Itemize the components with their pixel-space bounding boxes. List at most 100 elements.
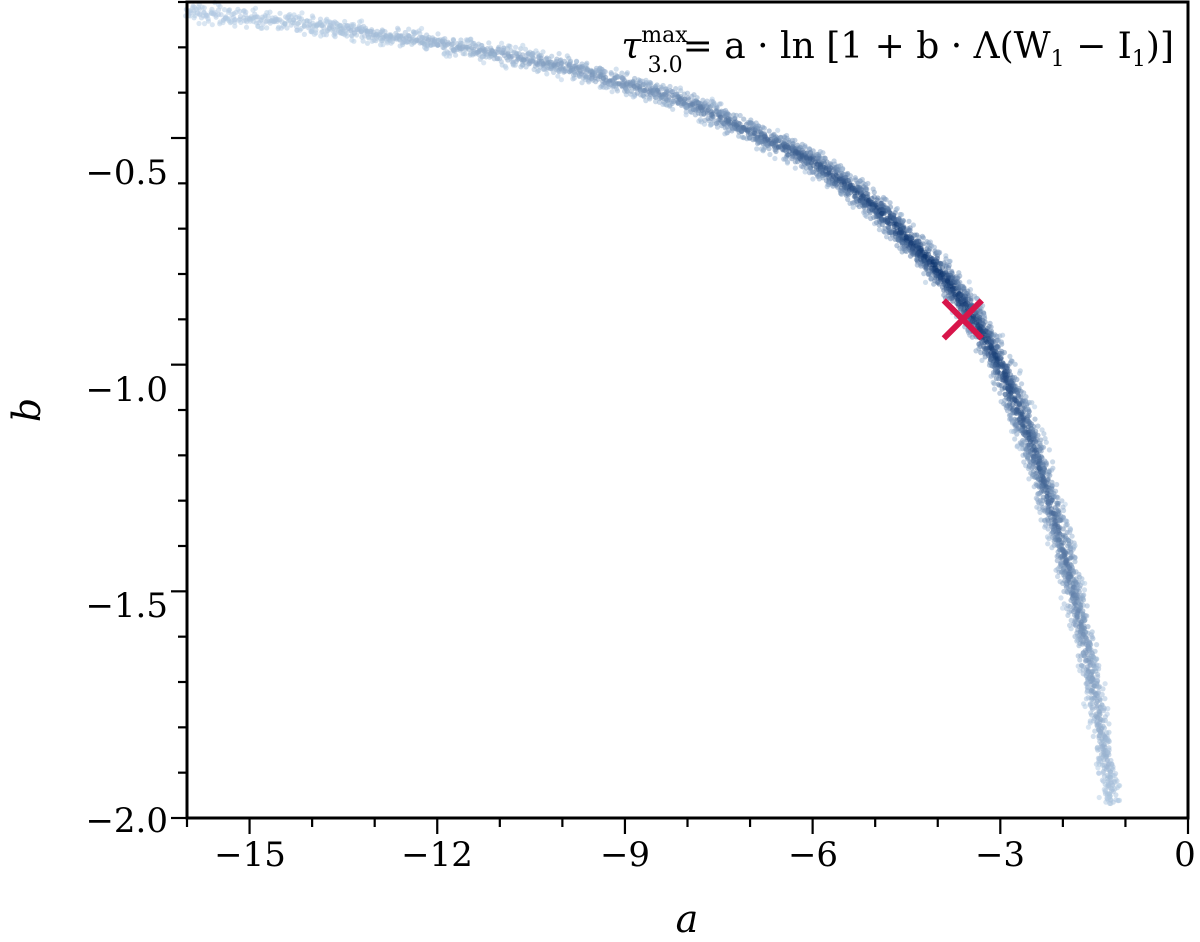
- cloud-point: [1072, 554, 1078, 560]
- cloud-point: [820, 175, 826, 181]
- cloud-point: [277, 10, 283, 16]
- cloud-point: [232, 17, 238, 23]
- cloud-point: [1007, 353, 1013, 359]
- cloud-point: [284, 25, 290, 31]
- cloud-point: [766, 128, 772, 134]
- cloud-point: [1084, 689, 1090, 695]
- cloud-point: [864, 186, 870, 192]
- plot-frame: [185, 0, 1190, 820]
- cloud-point: [1037, 509, 1043, 515]
- cloud-point: [686, 97, 692, 103]
- cloud-point: [1079, 576, 1085, 582]
- cloud-point: [871, 189, 877, 195]
- cloud-point: [824, 184, 830, 190]
- cloud-point: [342, 18, 348, 25]
- cloud-point: [966, 279, 972, 285]
- cloud-point: [1083, 696, 1089, 702]
- best-fit-marker: [941, 298, 984, 341]
- cloud-point: [574, 59, 580, 65]
- cloud-point: [1054, 481, 1060, 488]
- cloud-point: [936, 281, 942, 287]
- cloud-point: [580, 65, 586, 71]
- cloud-point: [1032, 416, 1038, 422]
- cloud-point: [907, 253, 914, 259]
- cloud-point: [479, 42, 485, 49]
- cloud-point: [1099, 777, 1105, 783]
- cloud-point: [201, 21, 208, 27]
- cloud-point: [1040, 470, 1046, 476]
- cloud-point: [991, 386, 998, 392]
- cloud-point: [330, 26, 336, 32]
- cloud-point: [205, 16, 211, 22]
- cloud-point: [1087, 720, 1093, 726]
- cloud-point: [1013, 410, 1020, 416]
- cloud-point: [1105, 739, 1111, 745]
- cloud-point: [380, 42, 386, 48]
- cloud-point: [232, 23, 238, 29]
- cloud-point: [530, 52, 536, 58]
- cloud-point: [1077, 657, 1083, 663]
- cloud-point: [1069, 533, 1075, 539]
- cloud-point: [979, 357, 985, 363]
- cloud-point: [450, 41, 456, 47]
- cloud-point: [406, 26, 412, 32]
- cloud-point: [1060, 605, 1066, 611]
- cloud-point: [1054, 494, 1060, 500]
- cloud-point: [921, 271, 927, 277]
- cloud-point: [1031, 484, 1037, 490]
- cloud-point: [724, 130, 731, 136]
- cloud-point: [718, 101, 724, 107]
- cloud-point: [321, 25, 327, 31]
- cloud-point: [360, 38, 366, 44]
- cloud-point: [520, 42, 526, 48]
- cloud-point: [1106, 721, 1112, 727]
- cloud-point: [556, 51, 562, 57]
- cloud-point: [1017, 446, 1023, 452]
- formula-w-sub: 1: [1051, 47, 1065, 72]
- cloud-point: [364, 40, 371, 46]
- cloud-point: [1032, 404, 1038, 410]
- cloud-point: [1055, 573, 1061, 580]
- cloud-point: [243, 24, 250, 30]
- cloud-point: [1023, 394, 1029, 400]
- cloud-point: [997, 390, 1003, 396]
- cloud-point: [950, 298, 956, 304]
- cloud-point: [509, 53, 516, 59]
- cloud-point: [1018, 441, 1025, 447]
- x-tick-label: −6: [788, 835, 838, 875]
- cloud-point: [755, 125, 761, 131]
- cloud-point: [190, 3, 196, 9]
- cloud-point: [1012, 361, 1018, 367]
- cloud-point: [191, 15, 197, 21]
- cloud-point: [533, 48, 539, 54]
- y-tick-label: −1.5: [85, 586, 168, 626]
- cloud-point: [609, 89, 615, 95]
- cloud-point: [838, 191, 845, 197]
- x-axis-label: a: [676, 897, 699, 941]
- formula-sub: 3.0: [648, 53, 683, 78]
- cloud-point: [881, 210, 887, 217]
- cloud-point: [1096, 684, 1102, 690]
- cloud-point: [359, 34, 365, 40]
- cloud-point: [1095, 765, 1101, 771]
- cloud-point: [1102, 681, 1108, 687]
- cloud-point: [1016, 393, 1022, 399]
- cloud-point: [512, 62, 518, 68]
- cloud-point: [1012, 436, 1018, 442]
- cloud-point: [359, 18, 365, 24]
- cloud-point: [453, 52, 459, 58]
- cloud-point: [809, 169, 815, 175]
- cloud-point: [602, 69, 608, 75]
- cloud-point: [856, 203, 862, 210]
- cloud-point: [1067, 529, 1073, 536]
- cloud-point: [309, 13, 315, 19]
- cloud-point: [419, 25, 425, 32]
- x-tick-label: −12: [401, 835, 473, 875]
- cloud-point: [1009, 358, 1015, 364]
- cloud-point: [301, 23, 307, 29]
- cloud-point: [968, 297, 974, 303]
- cloud-point: [999, 351, 1005, 357]
- cloud-point: [624, 88, 630, 94]
- cloud-point: [931, 244, 938, 250]
